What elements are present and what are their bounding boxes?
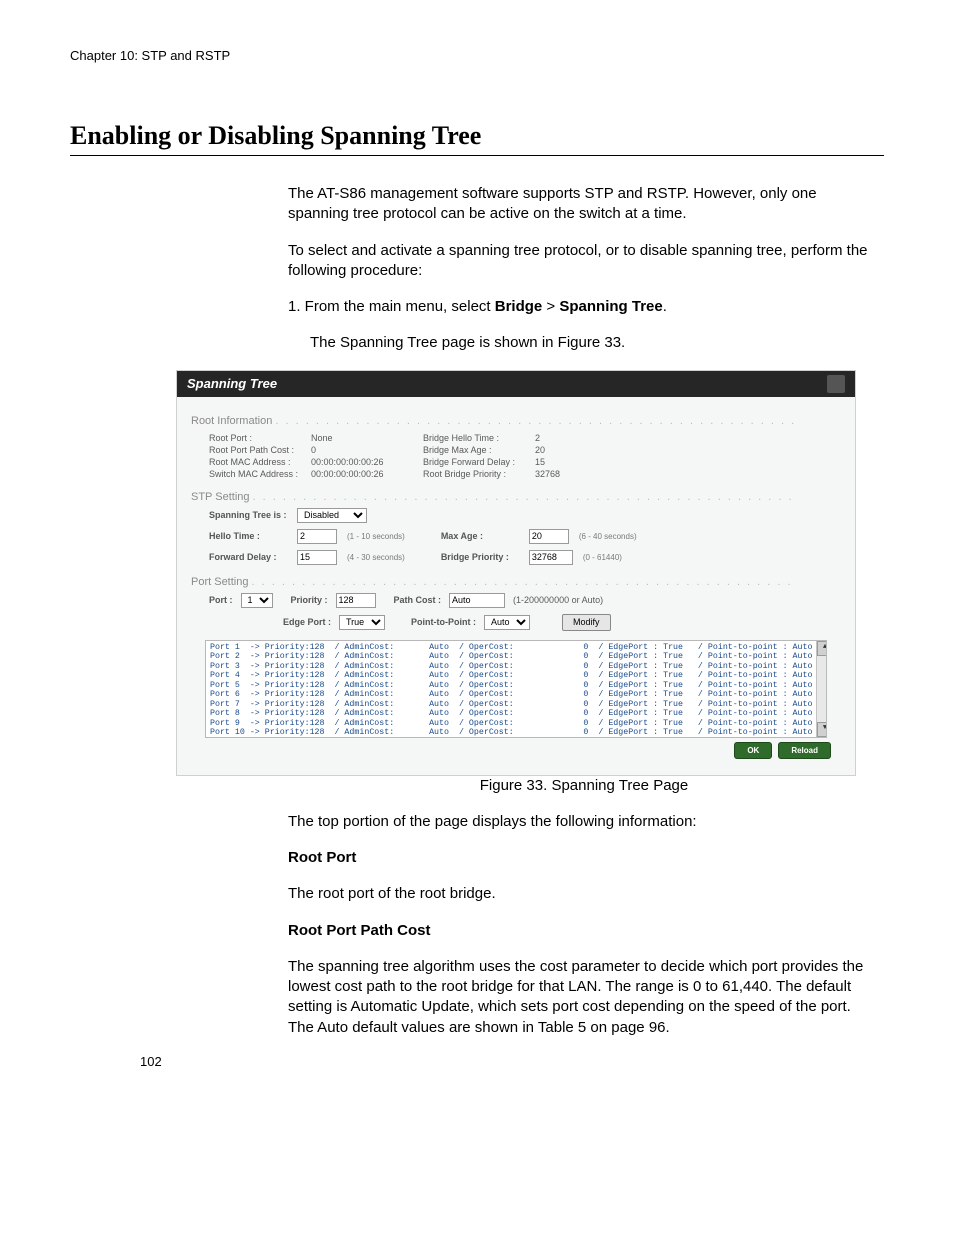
spanning-tree-screenshot: Spanning Tree Root Information . . . . .… <box>176 370 856 776</box>
label-port: Port : <box>209 595 233 605</box>
section-dots: . . . . . . . . . . . . . . . . . . . . … <box>275 415 796 427</box>
section-root-info: Root Information . . . . . . . . . . . .… <box>191 407 841 429</box>
menu-path-bridge: Bridge <box>495 298 543 315</box>
label-bridge-priority: Bridge Priority : <box>441 552 523 562</box>
note: (4 - 30 seconds) <box>347 553 405 562</box>
root-port-heading: Root Port <box>288 848 880 868</box>
section-label: STP Setting <box>191 491 250 503</box>
label: Root Port Path Cost : <box>209 445 309 455</box>
label-hello-time: Hello Time : <box>209 531 291 541</box>
value: 00:00:00:00:00:26 <box>311 469 421 479</box>
label: Bridge Hello Time : <box>423 433 533 443</box>
value: 20 <box>535 445 595 455</box>
step-result: The Spanning Tree page is shown in Figur… <box>310 333 880 353</box>
step-text: . <box>663 298 667 315</box>
chapter-header: Chapter 10: STP and RSTP <box>70 48 884 63</box>
value: 32768 <box>535 469 595 479</box>
port-list-box: Port 1 -> Priority:128 / AdminCost: Auto… <box>205 640 827 738</box>
globe-icon <box>827 375 845 393</box>
label: Root Bridge Priority : <box>423 469 533 479</box>
value: 2 <box>535 433 595 443</box>
label: Bridge Max Age : <box>423 445 533 455</box>
ok-button[interactable]: OK <box>734 742 772 759</box>
value: 0 <box>311 445 421 455</box>
value: 15 <box>535 457 595 467</box>
panel-header: Spanning Tree <box>177 371 855 397</box>
note: (1 - 10 seconds) <box>347 532 405 541</box>
section-label: Port Setting <box>191 576 248 588</box>
scrollbar[interactable]: ▲ ▼ <box>816 641 827 737</box>
edge-port-select[interactable]: True <box>339 615 385 630</box>
label-path-cost: Path Cost : <box>394 595 442 605</box>
label-edge-port: Edge Port : <box>283 617 331 627</box>
page-number: 102 <box>140 1054 162 1069</box>
hello-time-input[interactable] <box>297 529 337 544</box>
priority-input[interactable] <box>336 593 376 608</box>
paragraph: The AT-S86 management software supports … <box>288 184 880 225</box>
paragraph: The root port of the root bridge. <box>288 884 880 904</box>
step-text: 1. From the main menu, select <box>288 298 495 315</box>
max-age-input[interactable] <box>529 529 569 544</box>
label: Root MAC Address : <box>209 457 309 467</box>
note: (1-200000000 or Auto) <box>513 595 603 605</box>
section-port-setting: Port Setting . . . . . . . . . . . . . .… <box>191 568 841 590</box>
label-forward-delay: Forward Delay : <box>209 552 291 562</box>
note: (0 - 61440) <box>583 553 622 562</box>
spanning-tree-select[interactable]: Disabled <box>297 508 367 523</box>
panel-title: Spanning Tree <box>187 376 277 391</box>
modify-button[interactable]: Modify <box>562 614 611 631</box>
reload-button[interactable]: Reload <box>778 742 831 759</box>
step-1: 1. From the main menu, select Bridge > S… <box>288 297 880 317</box>
paragraph: The top portion of the page displays the… <box>288 812 880 832</box>
section-dots: . . . . . . . . . . . . . . . . . . . . … <box>252 576 793 588</box>
root-info-grid: Root Port :None Bridge Hello Time :2 Roo… <box>191 429 841 483</box>
label-point-to-point: Point-to-Point : <box>411 617 476 627</box>
menu-path-spanning-tree: Spanning Tree <box>559 298 662 315</box>
forward-delay-input[interactable] <box>297 550 337 565</box>
label-max-age: Max Age : <box>441 531 523 541</box>
value: None <box>311 433 421 443</box>
page-title: Enabling or Disabling Spanning Tree <box>70 121 884 151</box>
paragraph: To select and activate a spanning tree p… <box>288 241 880 282</box>
bridge-priority-input[interactable] <box>529 550 573 565</box>
port-select[interactable]: 1 <box>241 593 273 608</box>
step-text: > <box>542 298 559 315</box>
path-cost-input[interactable] <box>449 593 505 608</box>
note: (6 - 40 seconds) <box>579 532 637 541</box>
value: 00:00:00:00:00:26 <box>311 457 421 467</box>
port-list-content: Port 1 -> Priority:128 / AdminCost: Auto… <box>206 641 816 737</box>
label: Switch MAC Address : <box>209 469 309 479</box>
p2p-select[interactable]: Auto <box>484 615 530 630</box>
label: Bridge Forward Delay : <box>423 457 533 467</box>
label-spanning-tree-is: Spanning Tree is : <box>209 510 291 520</box>
section-stp-setting: STP Setting . . . . . . . . . . . . . . … <box>191 483 841 505</box>
scroll-up-icon[interactable]: ▲ <box>817 641 827 656</box>
label: Root Port : <box>209 433 309 443</box>
figure-caption: Figure 33. Spanning Tree Page <box>288 776 880 796</box>
root-port-path-cost-heading: Root Port Path Cost <box>288 921 880 941</box>
section-dots: . . . . . . . . . . . . . . . . . . . . … <box>253 491 794 503</box>
paragraph: The spanning tree algorithm uses the cos… <box>288 957 880 1038</box>
scroll-down-icon[interactable]: ▼ <box>817 722 827 737</box>
label-priority: Priority : <box>291 595 328 605</box>
title-rule <box>70 155 884 156</box>
section-label: Root Information <box>191 415 272 427</box>
